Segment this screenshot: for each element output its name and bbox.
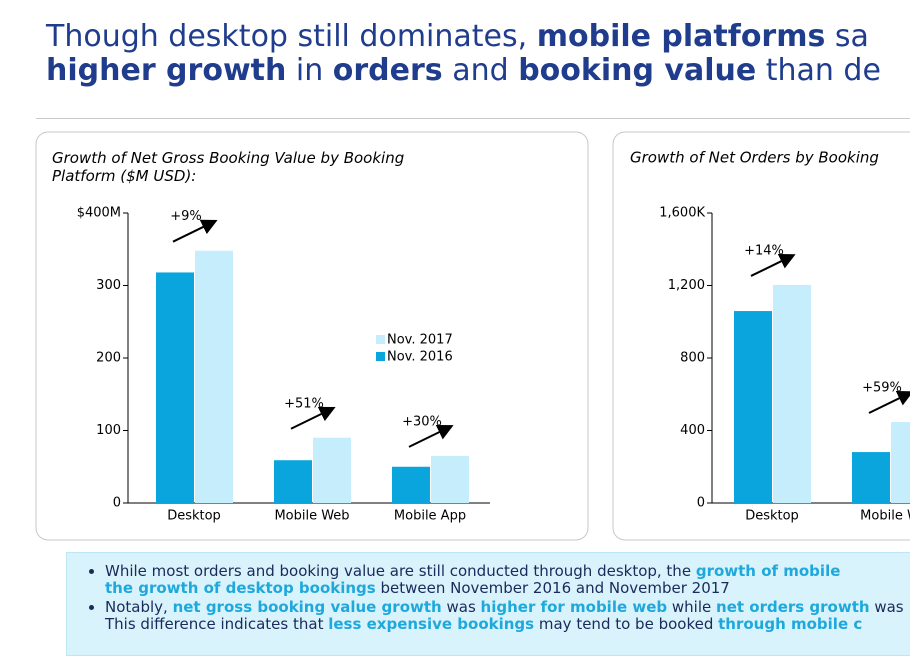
text: was	[869, 598, 904, 616]
y-tick-label: 1,200	[668, 278, 705, 293]
arrow	[290, 406, 336, 430]
chart-title: Growth of Net Gross Booking Value by Boo…	[52, 149, 409, 185]
annotation: +59%	[862, 380, 902, 395]
bullet-list: While most orders and booking value are …	[67, 563, 910, 633]
legend-swatch	[376, 335, 385, 344]
text: while	[667, 598, 717, 616]
text: was	[441, 598, 481, 616]
legend-label: Nov. 2017	[387, 333, 453, 348]
bar	[431, 455, 469, 503]
chart-title: Growth of Net Orders by Booking	[630, 149, 879, 167]
title-line: higher growth in orders and booking valu…	[46, 54, 881, 88]
bold-text: the growth of desktop bookings	[105, 579, 376, 597]
annotation: +30%	[402, 414, 442, 429]
title-line: Though desktop still dominates, mobile p…	[46, 20, 881, 54]
bold-text: orders	[332, 53, 443, 88]
bar	[313, 437, 351, 503]
y-tick-label: 200	[96, 351, 121, 366]
x-tick-label: Mobile Web	[274, 509, 349, 524]
arrow	[750, 254, 796, 277]
bold-text: less expensive bookings	[328, 615, 535, 633]
bullet-line: Notably, net gross booking value growth …	[105, 599, 910, 616]
y-tick-label: 0	[113, 496, 121, 511]
bold-text: net orders growth	[716, 598, 870, 616]
y-tick-label: 1,600K	[659, 206, 705, 221]
bullet: While most orders and booking value are …	[105, 563, 910, 597]
bullet-line: the growth of desktop bookings between N…	[105, 580, 910, 597]
arrow	[172, 219, 218, 243]
title-line: Growth of Net Gross Booking Value by Boo…	[52, 149, 409, 167]
bar	[852, 452, 890, 503]
slide-title: Though desktop still dominates, mobile p…	[46, 20, 881, 88]
bold-text: booking value	[518, 53, 757, 88]
bar	[773, 284, 811, 503]
x-tick-label: Mobile W	[860, 509, 910, 524]
bold-text: through mobile c	[718, 615, 863, 633]
text: in	[286, 53, 333, 88]
bold-text: higher for mobile web	[480, 598, 668, 616]
x-tick-label: Desktop	[745, 509, 799, 524]
text: sa	[825, 19, 869, 54]
bar	[734, 311, 772, 503]
bold-text: mobile platforms	[536, 19, 826, 54]
legend-swatch	[376, 352, 385, 361]
y-tick-label: 400	[680, 423, 705, 438]
annotation: +51%	[284, 396, 324, 411]
text: While most orders and booking value are …	[105, 562, 696, 580]
bold-text: higher growth	[46, 53, 287, 88]
annotation: +9%	[170, 209, 202, 224]
arrow	[868, 391, 910, 414]
y-tick-label: 800	[680, 351, 705, 366]
bold-text: net gross booking value growth	[172, 598, 442, 616]
text: Though desktop still dominates,	[46, 19, 537, 54]
bullet: Notably, net gross booking value growth …	[105, 599, 910, 633]
bar	[891, 421, 910, 503]
y-tick-label: 300	[96, 278, 121, 293]
bar	[195, 250, 233, 503]
text: Notably,	[105, 598, 173, 616]
text: between November 2016 and November 2017	[375, 579, 730, 597]
text: This difference indicates that	[105, 615, 329, 633]
x-tick-label: Mobile App	[394, 509, 466, 524]
title-line: Platform ($M USD):	[52, 167, 196, 185]
legend-label: Nov. 2016	[387, 350, 453, 365]
bullet-line: While most orders and booking value are …	[105, 563, 910, 580]
annotation: +14%	[744, 243, 784, 258]
bar	[392, 466, 430, 503]
text: than de	[756, 53, 881, 88]
text: may tend to be booked	[534, 615, 719, 633]
bar	[274, 460, 312, 503]
bold-text: growth of mobile	[695, 562, 841, 580]
bar	[156, 272, 194, 503]
bullet-box: While most orders and booking value are …	[66, 552, 910, 656]
y-tick-label: $400M	[77, 206, 121, 221]
arrow	[408, 424, 454, 448]
y-tick-label: 100	[96, 423, 121, 438]
y-tick-label: 0	[697, 496, 705, 511]
text: and	[442, 53, 519, 88]
x-tick-label: Desktop	[167, 509, 221, 524]
divider	[36, 118, 910, 119]
bullet-line: This difference indicates that less expe…	[105, 616, 910, 633]
